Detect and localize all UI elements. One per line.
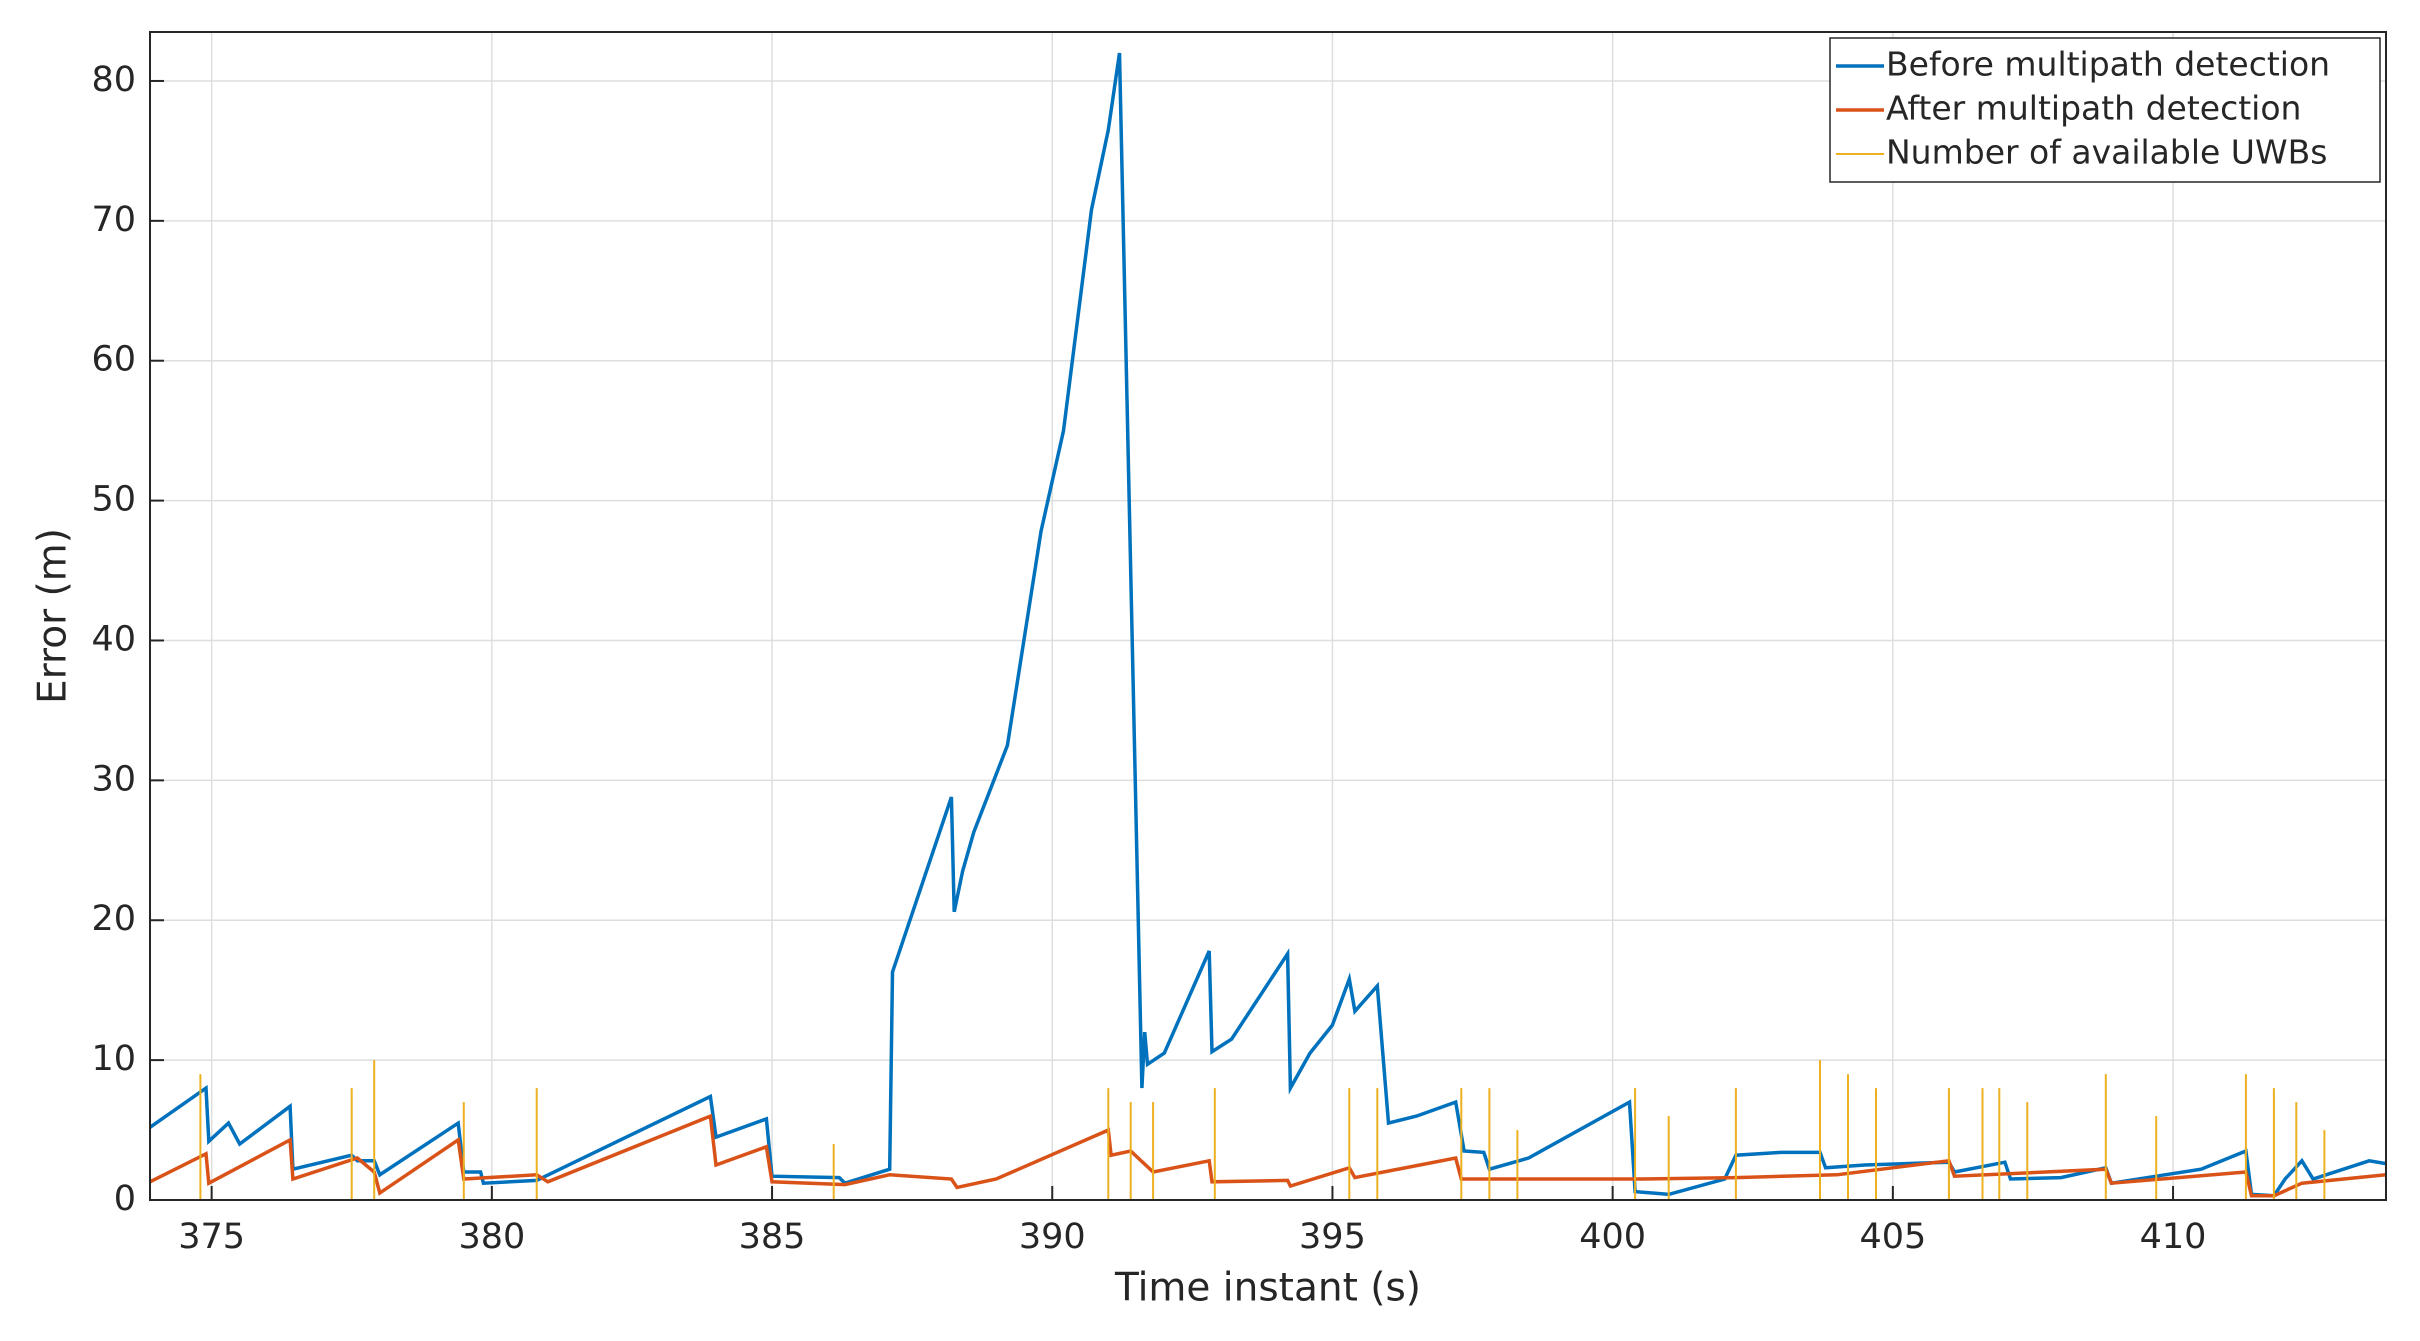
y-tick-label: 60 xyxy=(91,340,136,380)
line xyxy=(148,52,2387,1198)
x-tick-label: 385 xyxy=(739,1217,806,1257)
y-tick-label: 30 xyxy=(91,759,136,799)
x-tick-label: 405 xyxy=(1859,1217,1926,1257)
x-tick-label: 395 xyxy=(1299,1217,1366,1257)
x-axis-label: Time instant (s) xyxy=(1114,1266,1421,1311)
x-tick-label: 410 xyxy=(2140,1217,2207,1257)
line xyxy=(149,1113,2387,1198)
legend: Before multipath detection After multipat… xyxy=(1829,37,2381,183)
x-tick-label: 400 xyxy=(1579,1217,1646,1257)
y-tick-label: 50 xyxy=(91,480,136,520)
legend-label: Before multipath detection xyxy=(1886,45,2330,84)
x-tick-label: 390 xyxy=(1019,1217,1086,1257)
y-tick-label: 0 xyxy=(114,1179,136,1219)
x-tick-label: 375 xyxy=(178,1217,245,1257)
legend-label: After multipath detection xyxy=(1886,89,2301,128)
y-tick-label: 20 xyxy=(91,899,136,939)
y-tick-label: 70 xyxy=(91,200,136,240)
legend-label: Number of available UWBs xyxy=(1886,133,2327,172)
y-tick-label: 40 xyxy=(91,619,136,659)
legend-box xyxy=(1829,37,2381,183)
y-tick-label: 80 xyxy=(91,60,136,100)
y-tick-label: 10 xyxy=(91,1039,136,1079)
axes-frame xyxy=(149,31,2387,1201)
x-tick-label: 380 xyxy=(458,1217,525,1257)
grid xyxy=(150,32,2386,1201)
y-axis-label: Error (m) xyxy=(31,528,76,704)
